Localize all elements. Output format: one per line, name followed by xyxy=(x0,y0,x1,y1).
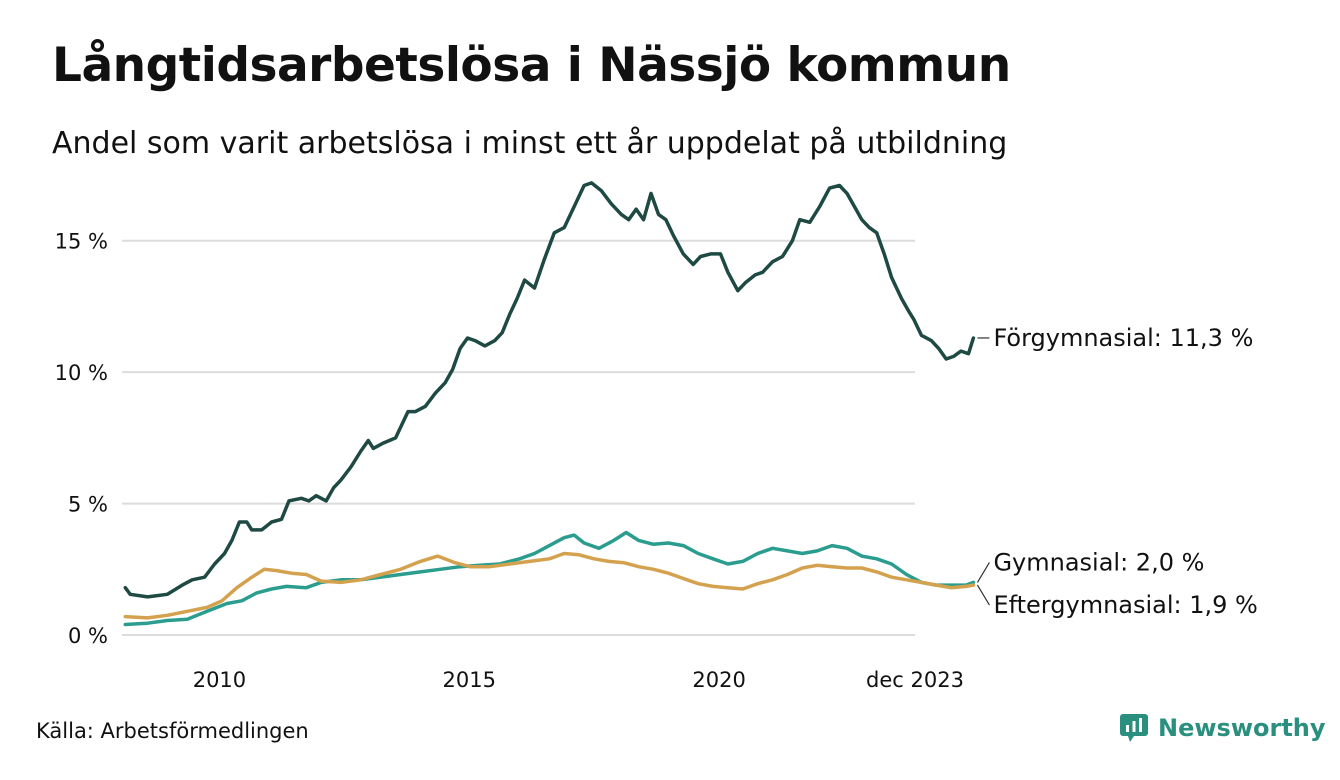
newsworthy-logo-icon xyxy=(1120,714,1148,742)
x-tick-label: 2010 xyxy=(193,668,246,692)
series-line-eftergymnasial xyxy=(123,551,976,620)
label-connector xyxy=(976,562,990,583)
x-axis-ticks: 2010 2015 2020 dec 2023 xyxy=(193,668,964,692)
y-tick-label: 15 % xyxy=(55,230,108,254)
series-line-förgymnasial xyxy=(123,181,976,599)
series-lines xyxy=(123,181,976,627)
series-line-gymnasial xyxy=(123,530,976,627)
y-tick-label: 0 % xyxy=(68,624,108,648)
series-end-labels: Förgymnasial: 11,3 % Gymnasial: 2,0 % Efte… xyxy=(976,324,1258,619)
series-end-label: Eftergymnasial: 1,9 % xyxy=(993,591,1257,619)
brand-name: Newsworthy xyxy=(1158,714,1326,742)
chart-subtitle: Andel som varit arbetslösa i minst ett å… xyxy=(52,126,1008,161)
y-tick-label: 5 % xyxy=(68,493,108,517)
label-connector xyxy=(976,584,990,606)
x-tick-label: dec 2023 xyxy=(866,668,964,692)
x-tick-label: 2020 xyxy=(692,668,745,692)
chart-title: Långtidsarbetslösa i Nässjö kommun xyxy=(52,38,1011,93)
series-end-label: Förgymnasial: 11,3 % xyxy=(993,324,1253,352)
series-end-label: Gymnasial: 2,0 % xyxy=(993,548,1204,576)
brand-logo[interactable]: Newsworthy xyxy=(1118,712,1326,744)
y-tick-label: 10 % xyxy=(55,361,108,385)
source-note: Källa: Arbetsförmedlingen xyxy=(36,719,309,743)
y-axis-ticks: 0 % 5 % 10 % 15 % xyxy=(55,230,108,648)
gridlines xyxy=(122,239,915,636)
x-tick-label: 2015 xyxy=(443,668,496,692)
